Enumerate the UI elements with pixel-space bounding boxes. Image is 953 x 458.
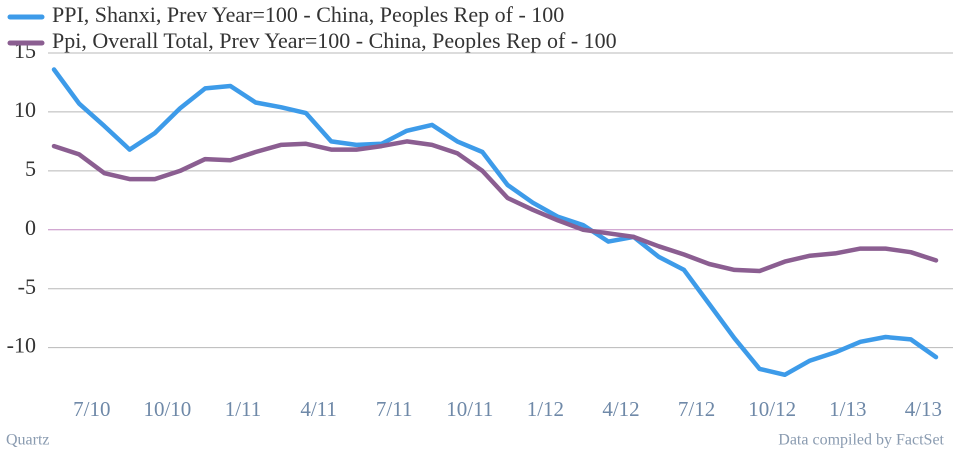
x-tick-label: 10/11 (446, 397, 493, 421)
legend-label: PPI, Shanxi, Prev Year=100 - China, Peop… (52, 2, 564, 27)
source-left: Quartz (6, 432, 50, 449)
source-right: Data compiled by FactSet (778, 432, 944, 449)
x-tick-label: 10/10 (143, 397, 191, 421)
x-tick-label: 7/10 (73, 397, 110, 421)
y-tick-label: -10 (7, 333, 36, 358)
x-tick-label: 1/13 (829, 397, 866, 421)
legend-label: Ppi, Overall Total, Prev Year=100 - Chin… (52, 28, 617, 53)
x-tick-label: 10/12 (748, 397, 796, 421)
y-tick-label: 0 (25, 215, 36, 240)
y-tick-label: 10 (14, 97, 36, 122)
x-tick-label: 1/11 (225, 397, 262, 421)
series-line (51, 139, 939, 274)
x-tick-label: 1/12 (527, 397, 564, 421)
y-tick-label: 5 (25, 156, 36, 181)
x-tick-label: 4/13 (905, 397, 942, 421)
x-tick-label: 4/11 (300, 397, 337, 421)
x-tick-label: 4/12 (602, 397, 639, 421)
series-line (51, 67, 939, 378)
x-tick-label: 7/11 (376, 397, 413, 421)
y-tick-label: -5 (18, 274, 36, 299)
x-tick-label: 7/12 (678, 397, 715, 421)
